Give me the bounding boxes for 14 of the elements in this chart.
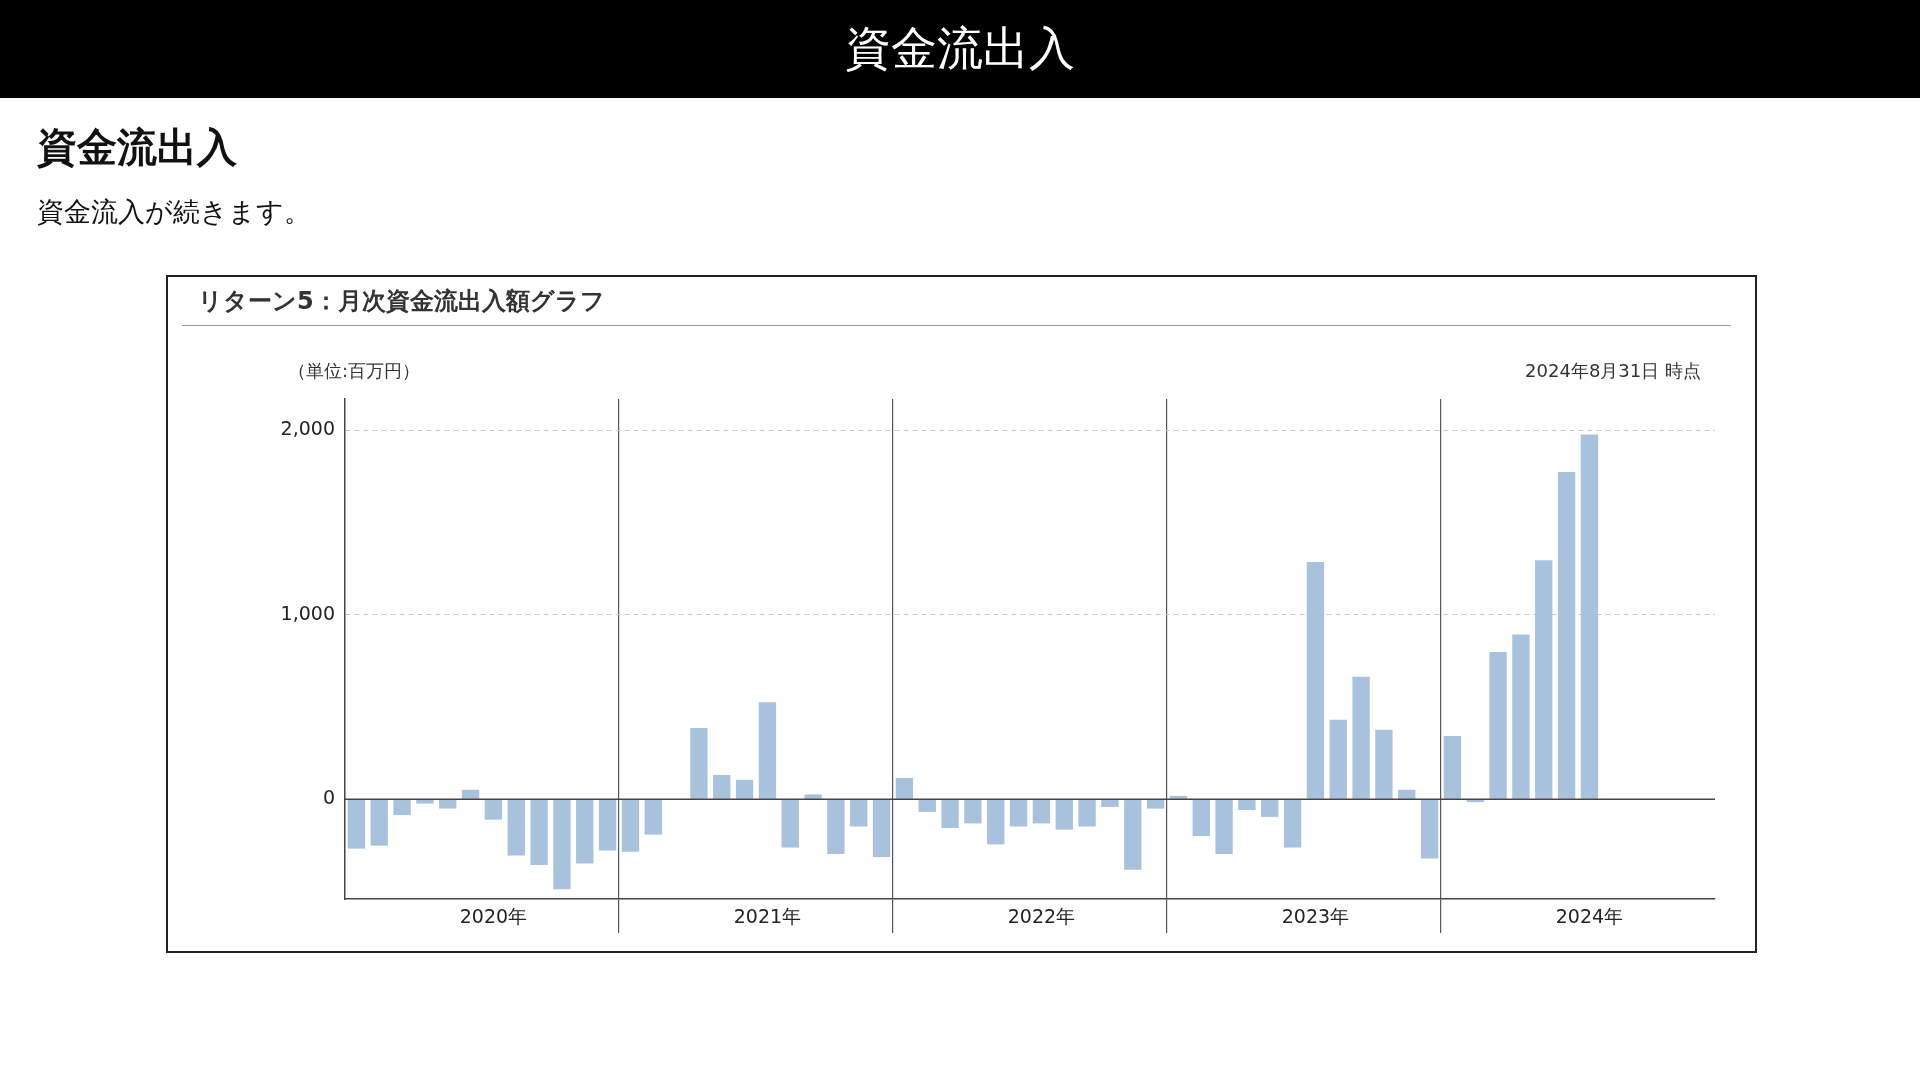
text: リターン5：月次資金流出入額グラフ (198, 286, 605, 317)
y-tick-label: 2,000 (280, 417, 335, 440)
chart-title: 資金流出入 (0, 0, 1920, 98)
chart-subtitle: 資金流入が続きます。 (37, 195, 311, 229)
text: 2024年8月31日 時点 (1525, 359, 1701, 383)
y-tick-label: 1,000 (280, 601, 335, 624)
x-tick-label: 2021年 (733, 905, 802, 928)
x-tick-label: 2020年 (459, 905, 528, 928)
x-tick-label: 2024年 (1555, 905, 1624, 928)
y-tick-label: 0 (322, 786, 335, 809)
text: 資金流出入 (37, 123, 237, 172)
x-tick-label: 2023年 (1281, 905, 1350, 928)
x-tick-label: 2022年 (1007, 905, 1076, 928)
text: （単位:百万円） (288, 359, 421, 383)
